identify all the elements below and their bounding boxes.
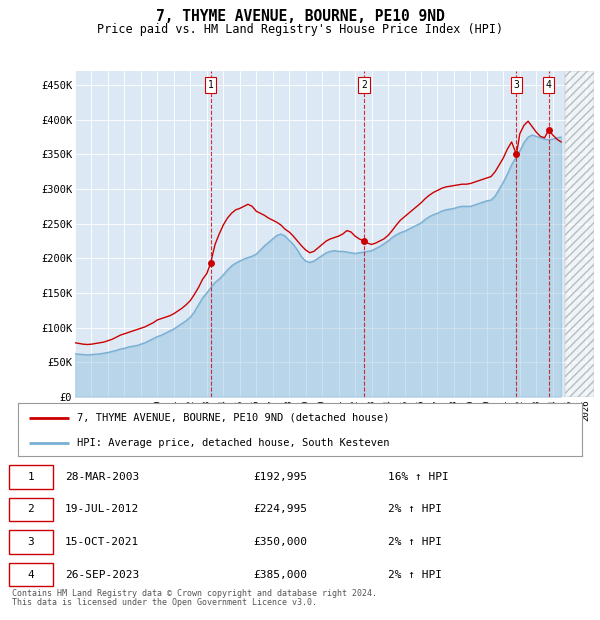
- FancyBboxPatch shape: [9, 563, 53, 587]
- Text: 2% ↑ HPI: 2% ↑ HPI: [388, 505, 442, 515]
- Text: 2% ↑ HPI: 2% ↑ HPI: [388, 570, 442, 580]
- Text: 1: 1: [28, 472, 34, 482]
- Text: 3: 3: [28, 537, 34, 547]
- Text: 15-OCT-2021: 15-OCT-2021: [65, 537, 139, 547]
- Text: £350,000: £350,000: [253, 537, 307, 547]
- Text: 19-JUL-2012: 19-JUL-2012: [65, 505, 139, 515]
- Text: 4: 4: [545, 80, 551, 90]
- Text: This data is licensed under the Open Government Licence v3.0.: This data is licensed under the Open Gov…: [12, 598, 317, 608]
- Text: 28-MAR-2003: 28-MAR-2003: [65, 472, 139, 482]
- Text: 1: 1: [208, 80, 214, 90]
- Text: 3: 3: [514, 80, 520, 90]
- FancyBboxPatch shape: [9, 530, 53, 554]
- Text: £385,000: £385,000: [253, 570, 307, 580]
- Text: Price paid vs. HM Land Registry's House Price Index (HPI): Price paid vs. HM Land Registry's House …: [97, 23, 503, 36]
- Text: HPI: Average price, detached house, South Kesteven: HPI: Average price, detached house, Sout…: [77, 438, 390, 448]
- Text: 26-SEP-2023: 26-SEP-2023: [65, 570, 139, 580]
- Text: 4: 4: [28, 570, 34, 580]
- FancyBboxPatch shape: [9, 465, 53, 489]
- Text: 2: 2: [28, 505, 34, 515]
- Text: 7, THYME AVENUE, BOURNE, PE10 9ND: 7, THYME AVENUE, BOURNE, PE10 9ND: [155, 9, 445, 24]
- Text: 16% ↑ HPI: 16% ↑ HPI: [388, 472, 449, 482]
- Text: £192,995: £192,995: [253, 472, 307, 482]
- Text: 7, THYME AVENUE, BOURNE, PE10 9ND (detached house): 7, THYME AVENUE, BOURNE, PE10 9ND (detac…: [77, 413, 390, 423]
- FancyBboxPatch shape: [9, 498, 53, 521]
- Text: 2: 2: [361, 80, 367, 90]
- Text: Contains HM Land Registry data © Crown copyright and database right 2024.: Contains HM Land Registry data © Crown c…: [12, 589, 377, 598]
- Text: 2% ↑ HPI: 2% ↑ HPI: [388, 537, 442, 547]
- Text: £224,995: £224,995: [253, 505, 307, 515]
